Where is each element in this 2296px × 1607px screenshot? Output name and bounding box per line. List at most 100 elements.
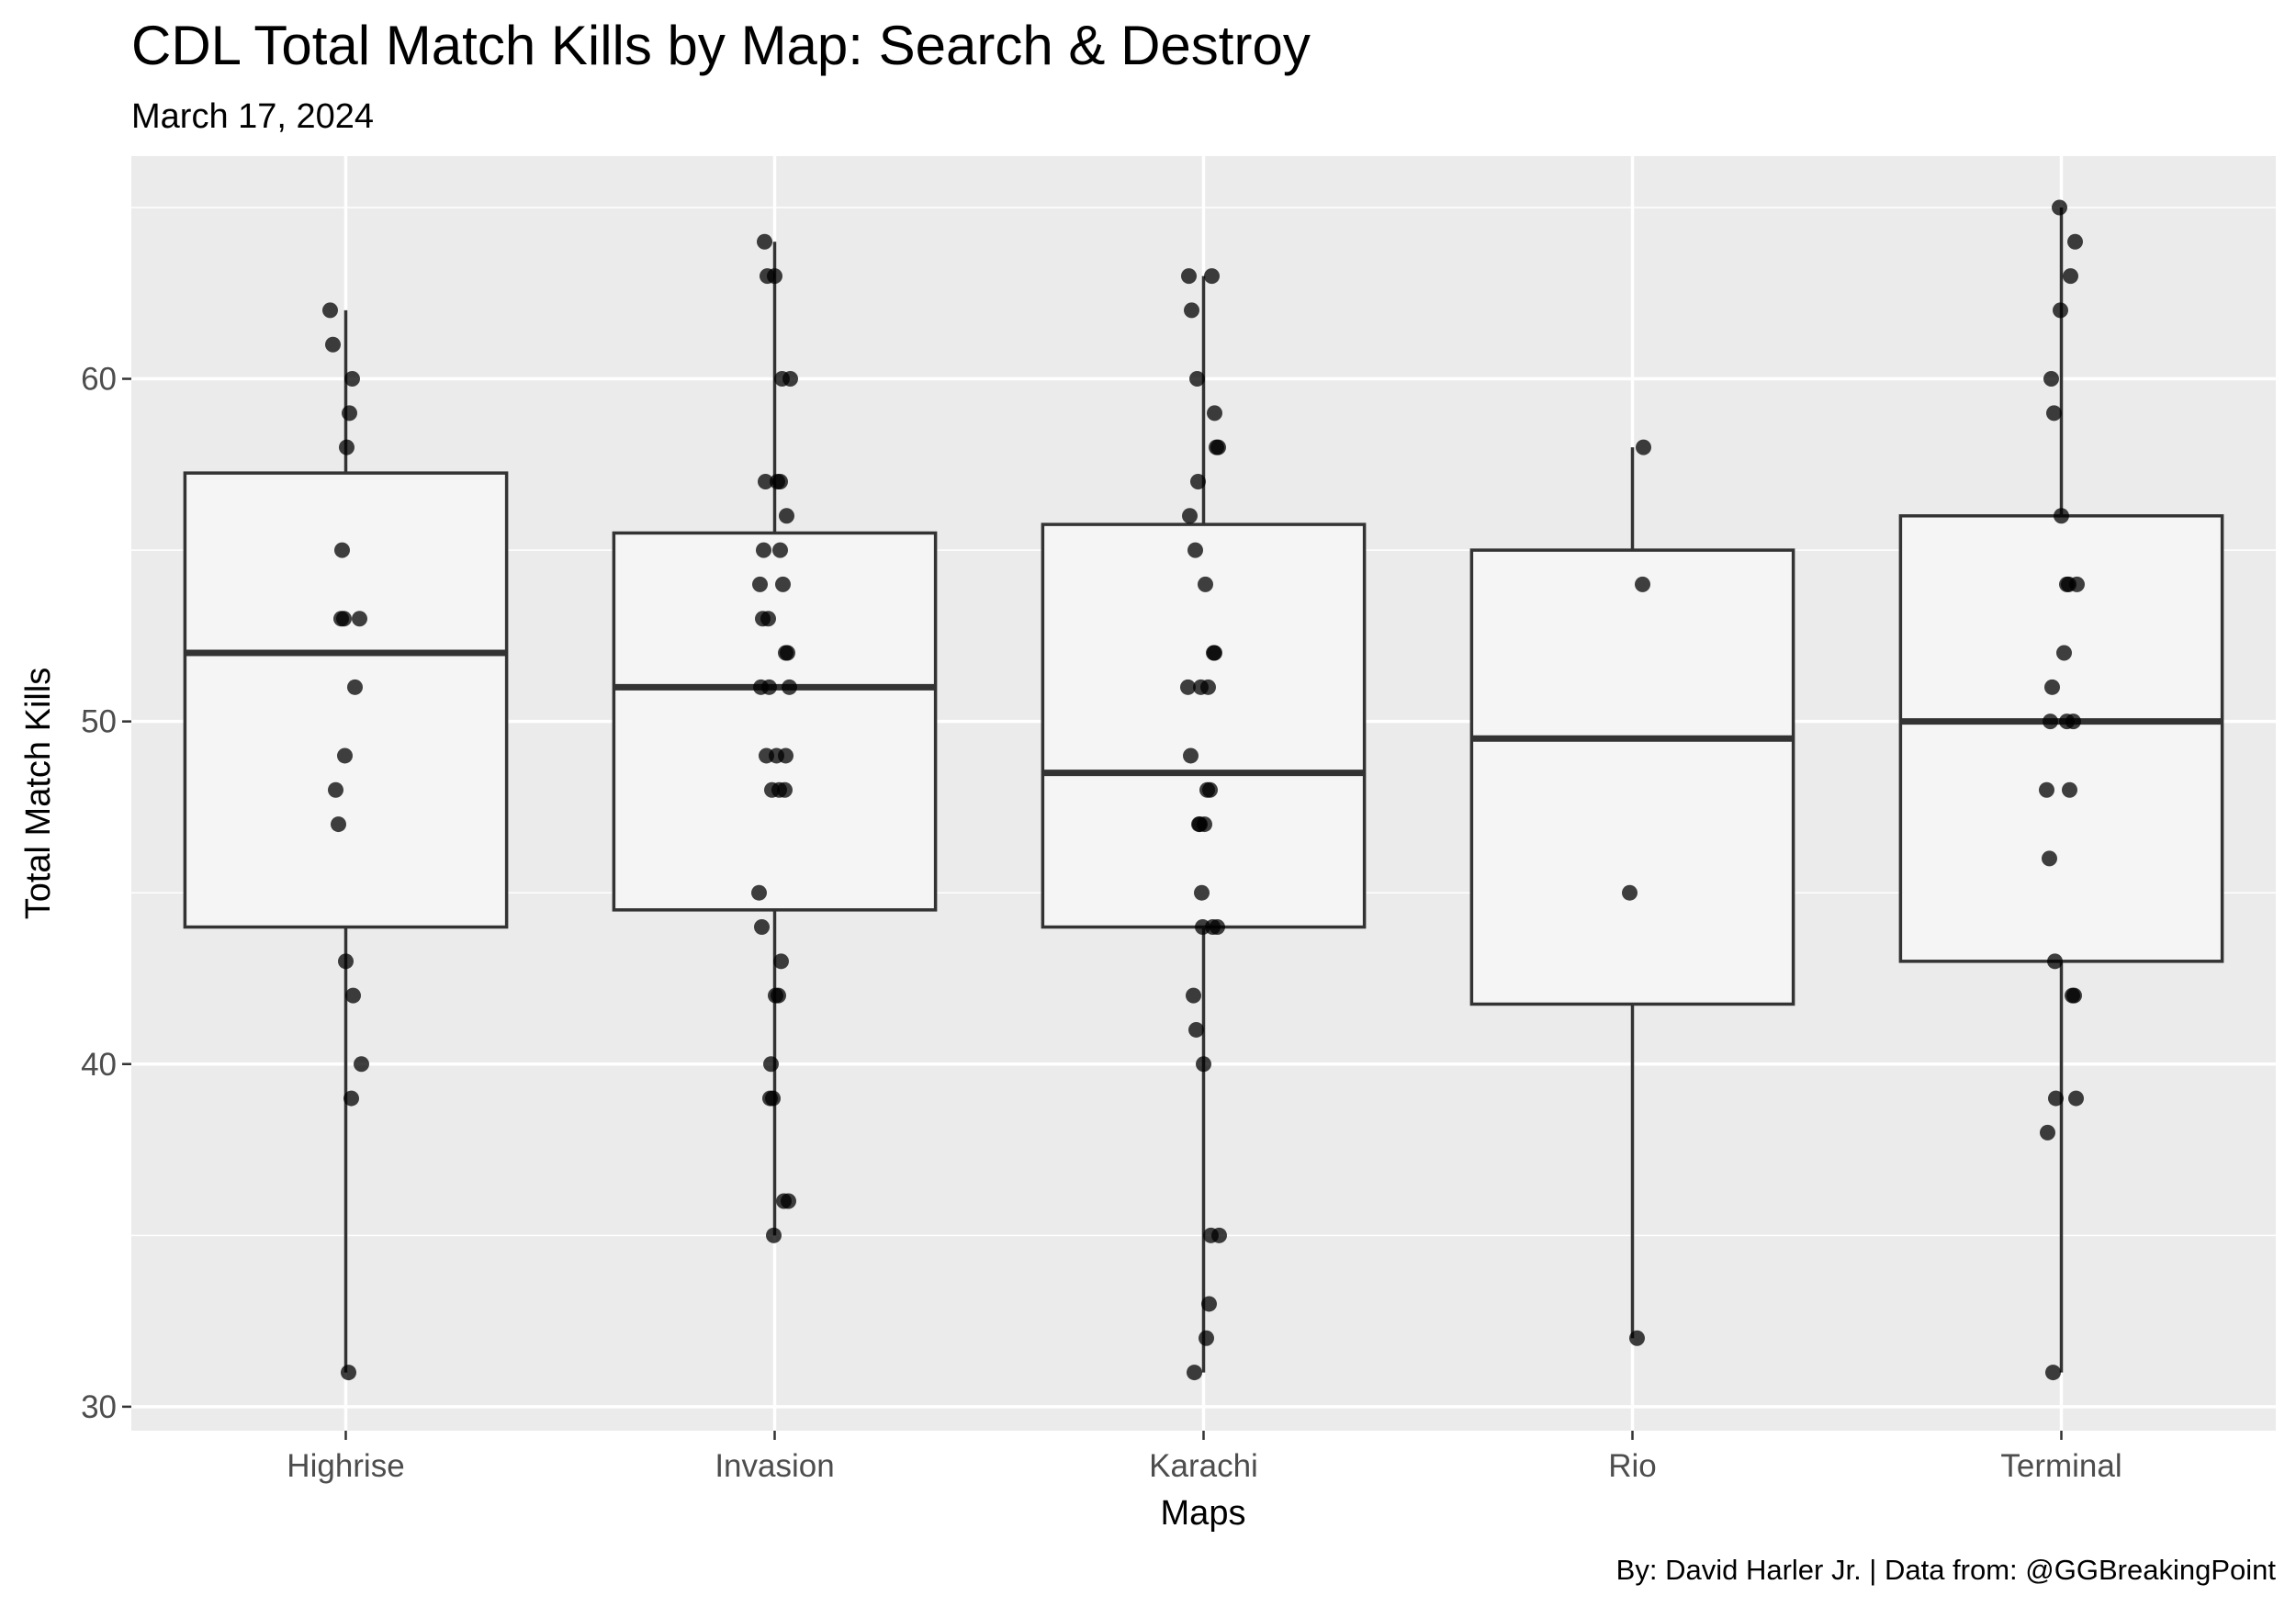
data-point xyxy=(337,747,353,764)
box-rio xyxy=(1469,447,1795,1339)
data-point xyxy=(773,953,789,970)
data-point xyxy=(2054,508,2069,524)
data-points xyxy=(322,199,2085,1381)
data-point xyxy=(2053,302,2068,319)
points-invasion xyxy=(751,233,798,1243)
data-point xyxy=(2046,405,2062,421)
data-point xyxy=(1187,542,1203,558)
data-point xyxy=(768,987,783,1004)
data-point xyxy=(2059,714,2075,730)
data-point xyxy=(325,336,341,353)
box-iqr xyxy=(612,531,938,912)
data-point xyxy=(763,1056,779,1073)
data-point xyxy=(352,611,367,627)
x-tick-label: Karachi xyxy=(1149,1448,1258,1484)
data-point xyxy=(2047,953,2063,970)
data-point xyxy=(1198,576,1213,592)
y-tick-label: 40 xyxy=(81,1047,117,1083)
data-point xyxy=(757,233,772,250)
points-rio xyxy=(1622,439,1651,1346)
data-point xyxy=(782,679,797,695)
x-tick-label: Rio xyxy=(1608,1448,1657,1484)
data-point xyxy=(2040,1124,2055,1141)
box-invasion xyxy=(612,242,938,1236)
data-point xyxy=(770,473,785,489)
y-axis-title: Total Match Kills xyxy=(19,668,58,920)
data-point xyxy=(1206,645,1221,661)
data-point xyxy=(780,645,795,661)
data-point xyxy=(1199,1330,1214,1346)
data-point xyxy=(760,611,776,627)
data-point xyxy=(752,576,768,592)
data-point xyxy=(1184,302,1199,319)
points-terminal xyxy=(2039,199,2085,1381)
data-point xyxy=(782,371,798,388)
data-point xyxy=(2059,576,2075,592)
box-terminal xyxy=(1898,207,2224,1373)
y-tick-label: 60 xyxy=(81,362,117,398)
chart-subtitle: March 17, 2024 xyxy=(131,97,374,136)
data-point xyxy=(766,1227,782,1243)
data-point xyxy=(2068,1090,2084,1107)
data-point xyxy=(2043,371,2059,388)
data-point xyxy=(754,919,770,936)
data-point xyxy=(1636,439,1651,455)
data-point xyxy=(1189,371,1205,388)
data-point xyxy=(2039,781,2054,798)
data-point xyxy=(753,679,769,695)
points-karachi xyxy=(1180,268,1227,1381)
data-point xyxy=(775,576,791,592)
data-point xyxy=(2048,1090,2064,1107)
data-point xyxy=(1629,1330,1645,1346)
data-point xyxy=(1200,679,1216,695)
data-point xyxy=(338,953,354,970)
data-point xyxy=(758,473,773,489)
data-point xyxy=(2062,781,2077,798)
data-point xyxy=(347,679,363,695)
data-point xyxy=(331,816,346,833)
data-point xyxy=(751,884,767,901)
data-point xyxy=(1188,1021,1204,1038)
data-point xyxy=(2043,714,2058,730)
data-point xyxy=(354,1056,369,1073)
data-point xyxy=(1195,919,1210,936)
data-point xyxy=(1194,884,1210,901)
data-point xyxy=(1182,508,1198,524)
box-highrise xyxy=(183,309,509,1373)
chart-title: CDL Total Match Kills by Map: Search & D… xyxy=(131,15,1311,76)
x-axis-title: Maps xyxy=(1161,1494,1246,1533)
data-point xyxy=(334,542,350,558)
data-point xyxy=(2044,679,2060,695)
data-point xyxy=(322,302,338,319)
data-point xyxy=(779,508,794,524)
box-iqr xyxy=(1469,548,1795,1006)
data-point xyxy=(778,747,793,764)
data-point xyxy=(2063,268,2078,285)
box-iqr xyxy=(1898,514,2224,963)
data-point xyxy=(1190,473,1206,489)
x-tick-label: Terminal xyxy=(2000,1448,2122,1484)
data-point xyxy=(756,542,771,558)
data-point xyxy=(1207,405,1222,421)
x-tick-label: Invasion xyxy=(715,1448,834,1484)
data-point xyxy=(2056,645,2072,661)
data-point xyxy=(345,987,361,1004)
data-point xyxy=(2052,199,2067,216)
x-tick-label: Highrise xyxy=(287,1448,404,1484)
data-point xyxy=(1635,576,1650,592)
data-point xyxy=(767,268,782,285)
axes: 30 40 50 60 Highrise Invasion Karachi Rio Termin… xyxy=(81,362,2122,1484)
data-point xyxy=(328,781,343,798)
data-point xyxy=(341,1365,356,1381)
data-point xyxy=(2067,233,2083,250)
data-point xyxy=(344,371,360,388)
y-tick-label: 30 xyxy=(81,1389,117,1425)
data-point xyxy=(1183,747,1199,764)
data-point xyxy=(1199,781,1215,798)
data-point xyxy=(1204,268,1220,285)
data-point xyxy=(343,1090,359,1107)
box-iqr xyxy=(183,471,509,929)
data-point xyxy=(1186,987,1201,1004)
data-point xyxy=(336,611,352,627)
